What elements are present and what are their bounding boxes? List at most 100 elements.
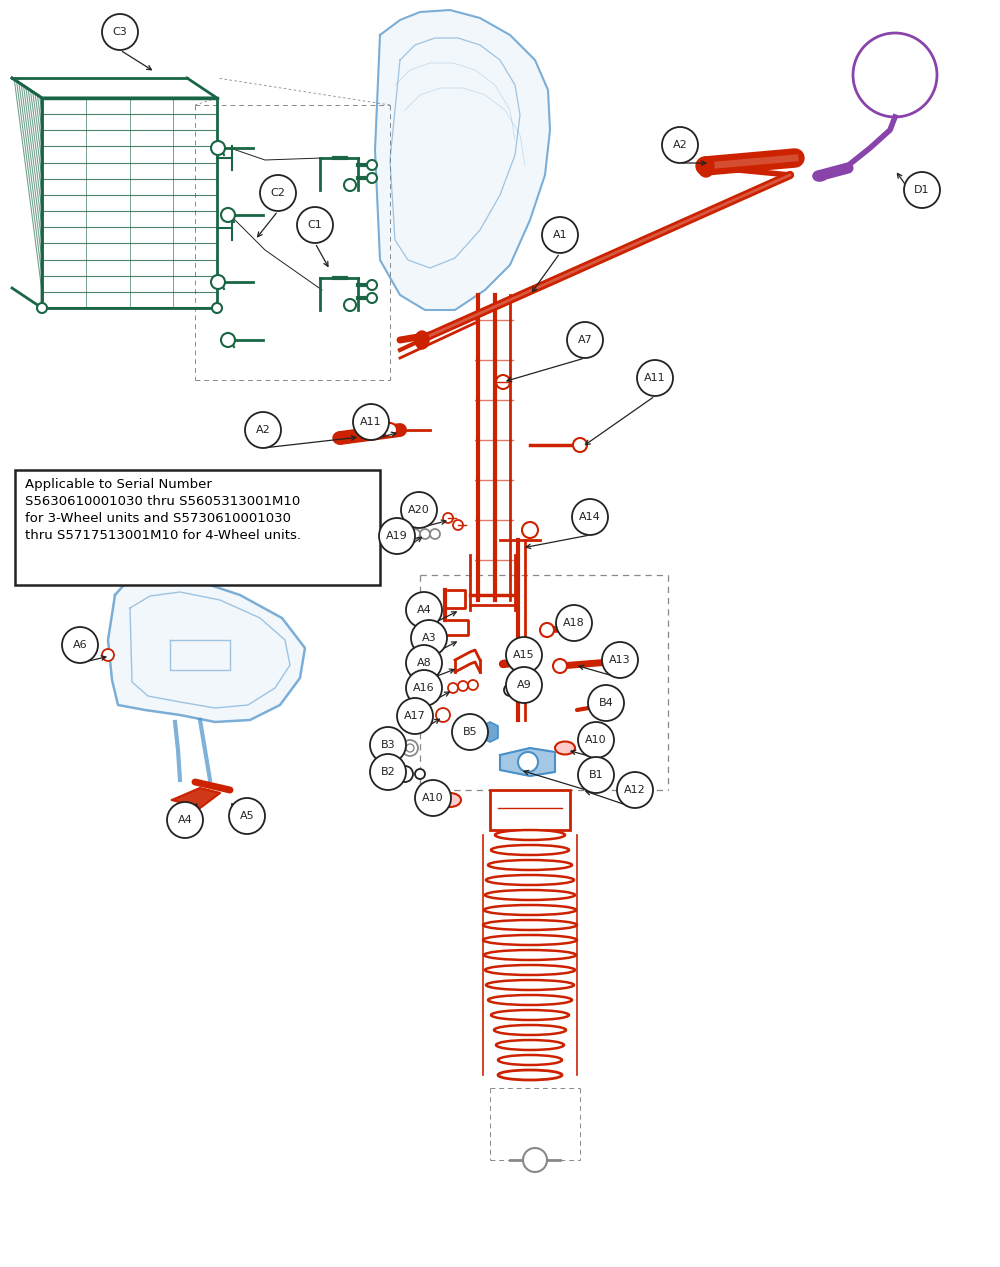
- Text: A10: A10: [585, 735, 607, 745]
- Circle shape: [367, 160, 377, 170]
- Circle shape: [406, 645, 442, 680]
- Text: A11: A11: [644, 372, 666, 383]
- Ellipse shape: [491, 1010, 569, 1020]
- Text: A5: A5: [240, 811, 254, 821]
- Text: A4: A4: [417, 606, 431, 614]
- Ellipse shape: [498, 1071, 562, 1079]
- Circle shape: [572, 499, 608, 535]
- Circle shape: [506, 637, 542, 673]
- Text: A16: A16: [413, 683, 435, 693]
- Circle shape: [528, 682, 540, 694]
- Circle shape: [415, 780, 451, 816]
- Circle shape: [578, 722, 614, 758]
- Circle shape: [506, 666, 542, 703]
- Circle shape: [221, 333, 235, 347]
- Circle shape: [452, 715, 488, 750]
- Text: Applicable to Serial Number
S5630610001030 thru S5605313001M10
for 3-Wheel units: Applicable to Serial Number S56306100010…: [25, 478, 301, 542]
- Text: A15: A15: [513, 650, 535, 660]
- Circle shape: [556, 606, 592, 641]
- Ellipse shape: [483, 935, 577, 945]
- Circle shape: [553, 659, 567, 673]
- Circle shape: [522, 522, 538, 538]
- Text: B5: B5: [463, 727, 477, 737]
- Circle shape: [102, 14, 138, 49]
- Ellipse shape: [485, 965, 575, 976]
- Circle shape: [402, 740, 418, 756]
- Text: A10: A10: [422, 793, 444, 803]
- Circle shape: [245, 412, 281, 449]
- Ellipse shape: [488, 995, 572, 1005]
- Circle shape: [229, 798, 265, 834]
- Circle shape: [573, 438, 587, 452]
- Circle shape: [468, 680, 478, 691]
- Text: A7: A7: [578, 334, 592, 345]
- Text: A12: A12: [624, 786, 646, 794]
- Circle shape: [62, 627, 98, 663]
- Circle shape: [415, 769, 425, 779]
- Circle shape: [397, 767, 413, 782]
- Circle shape: [370, 727, 406, 763]
- Circle shape: [102, 649, 114, 661]
- Ellipse shape: [555, 741, 575, 755]
- Text: A9: A9: [517, 680, 531, 691]
- Polygon shape: [108, 568, 305, 722]
- Circle shape: [401, 492, 437, 528]
- Text: A19: A19: [386, 531, 408, 541]
- Circle shape: [453, 519, 463, 530]
- Text: A17: A17: [404, 711, 426, 721]
- Circle shape: [379, 518, 415, 554]
- Ellipse shape: [439, 793, 461, 807]
- Circle shape: [518, 753, 538, 772]
- Text: B2: B2: [381, 767, 395, 777]
- Ellipse shape: [813, 171, 827, 181]
- Text: C1: C1: [308, 220, 322, 231]
- Polygon shape: [172, 788, 220, 808]
- Circle shape: [397, 698, 433, 734]
- Circle shape: [588, 685, 624, 721]
- Circle shape: [344, 179, 356, 191]
- Text: A20: A20: [408, 506, 430, 514]
- Circle shape: [344, 299, 356, 310]
- Text: B4: B4: [599, 698, 613, 708]
- Ellipse shape: [496, 1040, 564, 1050]
- Text: B3: B3: [381, 740, 395, 750]
- Text: C3: C3: [113, 27, 127, 37]
- Circle shape: [167, 802, 203, 837]
- Circle shape: [221, 208, 235, 222]
- Circle shape: [406, 592, 442, 628]
- Ellipse shape: [488, 860, 572, 870]
- Circle shape: [383, 423, 397, 437]
- Circle shape: [367, 280, 377, 290]
- Polygon shape: [375, 10, 550, 310]
- Circle shape: [443, 513, 453, 523]
- Text: B1: B1: [589, 770, 603, 780]
- Circle shape: [367, 293, 377, 303]
- Polygon shape: [500, 748, 555, 775]
- Ellipse shape: [486, 979, 574, 990]
- Ellipse shape: [415, 331, 429, 348]
- Circle shape: [458, 680, 468, 691]
- FancyBboxPatch shape: [490, 791, 570, 830]
- Circle shape: [904, 172, 940, 208]
- Circle shape: [367, 174, 377, 182]
- Text: A2: A2: [256, 424, 270, 435]
- Text: A13: A13: [609, 655, 631, 665]
- Text: C2: C2: [271, 188, 285, 198]
- Text: A1: A1: [553, 231, 567, 239]
- Circle shape: [406, 744, 414, 753]
- Text: A14: A14: [579, 512, 601, 522]
- Ellipse shape: [498, 1055, 562, 1066]
- Circle shape: [297, 207, 333, 243]
- Text: A2: A2: [673, 139, 687, 150]
- Text: A4: A4: [178, 815, 192, 825]
- Text: A3: A3: [422, 634, 436, 642]
- Circle shape: [567, 322, 603, 359]
- Ellipse shape: [494, 1025, 566, 1035]
- Text: D1: D1: [914, 185, 930, 195]
- Circle shape: [411, 620, 447, 656]
- Circle shape: [496, 375, 510, 389]
- Circle shape: [448, 683, 458, 693]
- Circle shape: [637, 360, 673, 397]
- Text: A18: A18: [563, 618, 585, 628]
- Circle shape: [211, 141, 225, 155]
